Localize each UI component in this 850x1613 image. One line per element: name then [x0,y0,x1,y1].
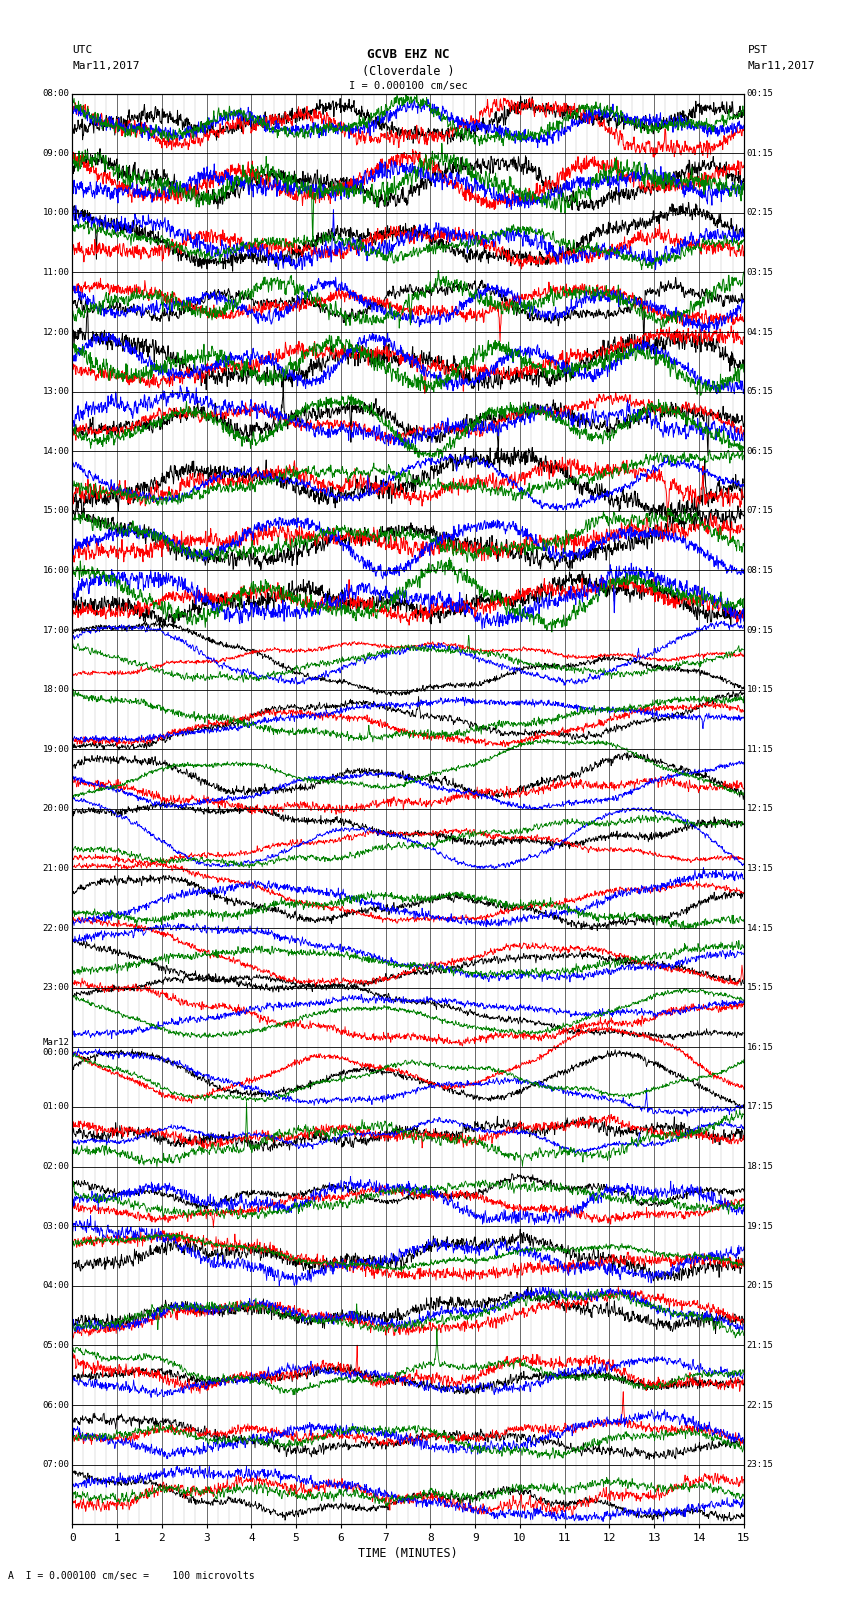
Text: PST: PST [748,45,768,55]
X-axis label: TIME (MINUTES): TIME (MINUTES) [358,1547,458,1560]
Text: UTC: UTC [72,45,93,55]
Text: A  I = 0.000100 cm/sec =    100 microvolts: A I = 0.000100 cm/sec = 100 microvolts [8,1571,255,1581]
Text: GCVB EHZ NC: GCVB EHZ NC [366,48,450,61]
Text: Mar11,2017: Mar11,2017 [72,61,139,71]
Text: Mar11,2017: Mar11,2017 [748,61,815,71]
Text: I = 0.000100 cm/sec: I = 0.000100 cm/sec [348,81,468,90]
Text: (Cloverdale ): (Cloverdale ) [362,65,454,77]
